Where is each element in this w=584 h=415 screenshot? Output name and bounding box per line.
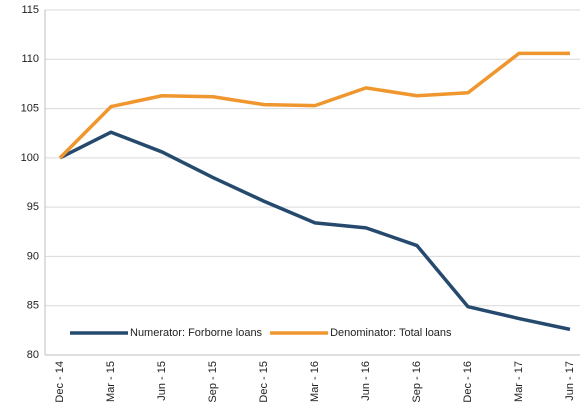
y-tick-label: 95 <box>27 201 39 213</box>
x-tick-label: Jun - 17 <box>564 361 576 401</box>
x-tick-label: Jun - 15 <box>156 361 168 401</box>
legend-label: Numerator: Forborne loans <box>130 327 263 339</box>
x-tick-label: Mar - 17 <box>513 361 525 402</box>
legend-label: Denominator: Total loans <box>330 327 452 339</box>
y-tick-label: 110 <box>21 53 39 65</box>
series-line <box>59 130 571 332</box>
y-tick-label: 90 <box>27 250 39 262</box>
x-tick-label: Dec - 14 <box>54 361 66 403</box>
y-tick-label: 80 <box>27 349 39 361</box>
y-tick-label: 105 <box>21 102 39 114</box>
x-tick-label: Sep - 16 <box>411 361 423 403</box>
x-tick-label: Dec - 15 <box>258 361 270 403</box>
x-tick-label: Dec - 16 <box>462 361 474 403</box>
x-tick-label: Sep - 15 <box>207 361 219 403</box>
y-tick-label: 85 <box>27 300 39 312</box>
y-tick-label: 100 <box>21 152 39 164</box>
series-line <box>58 51 570 160</box>
x-tick-label: Jun - 16 <box>360 361 372 401</box>
x-tick-label: Mar - 16 <box>309 361 321 402</box>
y-tick-label: 115 <box>21 4 39 16</box>
x-tick-label: Mar - 15 <box>105 361 117 402</box>
